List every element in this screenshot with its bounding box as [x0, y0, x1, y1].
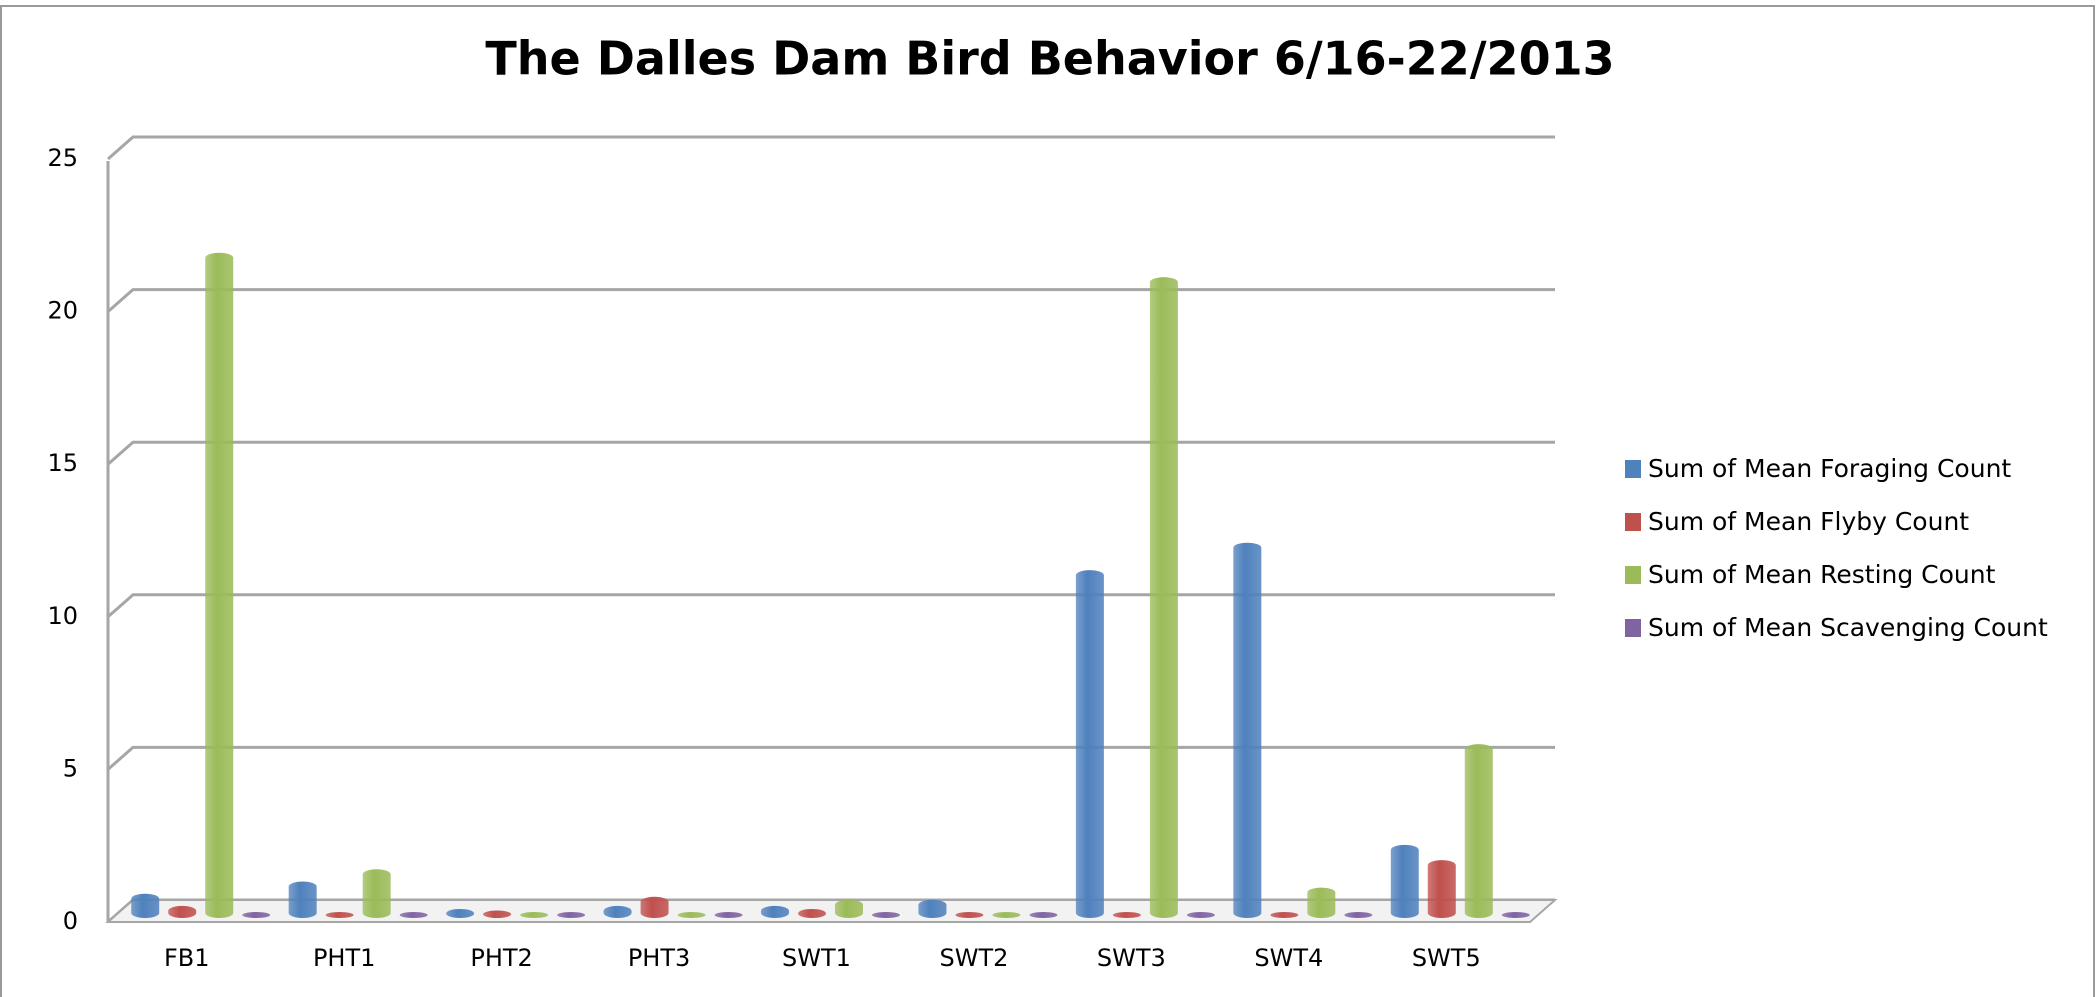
bar — [918, 899, 947, 918]
bar — [761, 905, 789, 918]
legend-label: Sum of Mean Resting Count — [1648, 560, 1996, 589]
bar — [325, 912, 354, 918]
grid-line — [107, 593, 1555, 618]
legend-label: Sum of Mean Scavenging Count — [1648, 613, 2048, 642]
bar — [446, 908, 475, 918]
legend-label: Sum of Mean Foraging Count — [1648, 454, 2011, 483]
legend-swatch — [1625, 513, 1641, 531]
x-tick-label: PHT1 — [313, 944, 375, 972]
bar — [992, 912, 1021, 918]
bar — [288, 881, 317, 918]
x-tick-label: SWT5 — [1412, 944, 1481, 972]
bar — [1270, 912, 1299, 918]
legend-label: Sum of Mean Flyby Count — [1648, 507, 1969, 536]
bar — [1501, 912, 1530, 918]
bar — [1112, 912, 1141, 918]
y-tick-label: 25 — [47, 144, 78, 172]
grid-line — [107, 135, 1555, 161]
bar — [557, 912, 586, 918]
grid-line — [107, 440, 1555, 466]
x-tick-label: SWT4 — [1254, 944, 1323, 972]
bar — [1344, 912, 1373, 918]
bar — [1186, 912, 1215, 918]
x-tick-label: SWT2 — [939, 944, 1008, 972]
bar — [168, 905, 197, 918]
bar — [1029, 912, 1058, 918]
bar — [483, 910, 512, 918]
legend-swatch — [1625, 619, 1641, 637]
y-tick-label: 20 — [47, 297, 78, 325]
floor — [105, 899, 1558, 923]
bar — [955, 912, 984, 918]
grid-line — [107, 745, 1555, 771]
x-tick-label: PHT2 — [470, 944, 532, 972]
x-tick-label: SWT1 — [782, 944, 851, 972]
chart-frame — [0, 5, 2095, 997]
bar — [1427, 860, 1456, 918]
x-tick-label: PHT3 — [628, 944, 690, 972]
bar — [1390, 844, 1419, 918]
bar — [640, 896, 669, 918]
bar — [1307, 887, 1336, 918]
bar — [677, 912, 706, 918]
bar — [1075, 570, 1104, 918]
bar — [1149, 277, 1178, 919]
x-tick-label: SWT3 — [1097, 944, 1166, 972]
bar — [242, 912, 271, 918]
bar — [603, 905, 632, 918]
bar — [205, 252, 234, 918]
y-tick-label: 10 — [47, 602, 78, 630]
bar — [835, 899, 863, 918]
y-tick-label: 0 — [63, 907, 78, 935]
bar — [1233, 542, 1262, 918]
bar — [714, 912, 743, 918]
bar — [362, 869, 391, 918]
legend-swatch — [1625, 566, 1641, 584]
chart-title: The Dalles Dam Bird Behavior 6/16-22/201… — [485, 32, 1614, 86]
bar — [399, 912, 428, 918]
bar — [520, 912, 549, 918]
x-tick-label: FB1 — [164, 944, 210, 972]
bar — [1464, 744, 1493, 918]
bar — [798, 908, 826, 918]
y-tick-label: 5 — [63, 754, 78, 782]
legend-swatch — [1625, 460, 1641, 478]
bar — [131, 893, 160, 918]
y-tick-label: 15 — [47, 449, 78, 477]
bar — [872, 912, 900, 918]
grid-line — [107, 288, 1555, 313]
